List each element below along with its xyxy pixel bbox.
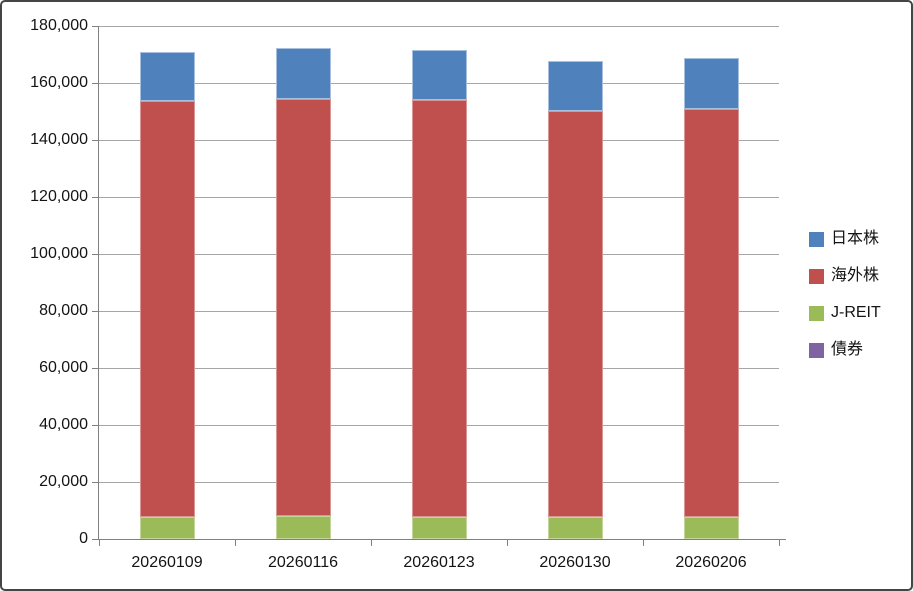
x-tick-mark	[371, 540, 372, 546]
y-tick-label: 60,000	[39, 359, 88, 376]
bar-segment-overseas-stocks	[275, 98, 331, 516]
y-tick-label: 80,000	[39, 302, 88, 319]
legend-label: 債券	[831, 341, 864, 358]
x-category-label: 20260206	[675, 554, 747, 571]
legend-label: 日本株	[831, 230, 880, 247]
y-axis-line	[98, 26, 99, 540]
y-tick-label: 180,000	[30, 17, 88, 34]
legend-item-overseas-stocks: 海外株	[809, 266, 911, 286]
bar-segment-japan-stocks	[275, 47, 331, 99]
gridline	[99, 25, 779, 27]
y-tick-mark	[92, 253, 99, 255]
y-tick-mark	[92, 82, 99, 84]
y-tick-label: 140,000	[30, 131, 88, 148]
legend-swatch-overseas-stocks	[809, 268, 824, 284]
bar-segment-j-reit	[547, 516, 603, 539]
x-category-label: 20260109	[131, 554, 203, 571]
y-tick-mark	[92, 310, 99, 312]
bar-stack-20260109	[139, 51, 195, 539]
y-tick-label: 100,000	[30, 245, 88, 262]
bar-group-20260109	[99, 26, 235, 539]
y-tick-mark	[92, 25, 99, 27]
y-tick-mark	[92, 367, 99, 369]
bar-segment-overseas-stocks	[683, 108, 739, 517]
x-tick-mark	[779, 540, 780, 546]
bar-segment-j-reit	[683, 516, 739, 539]
y-tick-label: 20,000	[39, 473, 88, 490]
x-tick-mark	[99, 540, 100, 546]
bar-stack-20260130	[547, 61, 603, 539]
bar-segment-j-reit	[411, 516, 467, 539]
bar-segment-overseas-stocks	[411, 100, 467, 517]
legend-swatch-bonds	[809, 342, 824, 358]
legend-swatch-j-reit	[809, 305, 824, 321]
legend: 日本株 海外株 J-REIT 債券	[809, 229, 911, 377]
bar-group-20260123	[371, 26, 507, 539]
x-category-label: 20260130	[539, 554, 611, 571]
y-tick-label: 40,000	[39, 416, 88, 433]
y-tick-mark	[92, 196, 99, 198]
bar-group-20260130	[507, 26, 643, 539]
bar-segment-j-reit	[275, 515, 331, 539]
y-tick-mark	[92, 481, 99, 483]
bar-segment-overseas-stocks	[139, 100, 195, 517]
legend-label: 海外株	[831, 267, 880, 284]
bar-group-20260206	[643, 26, 779, 539]
bar-stack-20260123	[411, 49, 467, 539]
bar-group-20260116	[235, 26, 371, 539]
plot-area	[92, 25, 786, 546]
bar-segment-japan-stocks	[411, 49, 467, 101]
y-tick-mark	[92, 424, 99, 426]
bar-stack-20260206	[683, 57, 739, 539]
bar-segment-japan-stocks	[683, 57, 739, 109]
bar-segment-j-reit	[139, 516, 195, 539]
legend-item-j-reit: J-REIT	[809, 303, 911, 323]
y-tick-label: 160,000	[30, 74, 88, 91]
x-tick-mark	[643, 540, 644, 546]
bar-segment-overseas-stocks	[547, 110, 603, 517]
bar-segment-japan-stocks	[139, 51, 195, 101]
bar-segment-japan-stocks	[547, 61, 603, 111]
x-axis-line	[92, 539, 786, 540]
legend-label: J-REIT	[831, 304, 881, 321]
x-category-label: 20260123	[403, 554, 475, 571]
legend-item-bonds: 債券	[809, 340, 911, 360]
y-tick-label: 120,000	[30, 188, 88, 205]
y-tick-label: 0	[79, 530, 88, 547]
x-tick-mark	[235, 540, 236, 546]
x-category-label: 20260116	[268, 554, 338, 571]
legend-swatch-japan-stocks	[809, 231, 824, 247]
x-tick-mark	[507, 540, 508, 546]
y-tick-mark	[92, 139, 99, 141]
bar-stack-20260116	[275, 47, 331, 539]
legend-item-japan-stocks: 日本株	[809, 229, 911, 249]
